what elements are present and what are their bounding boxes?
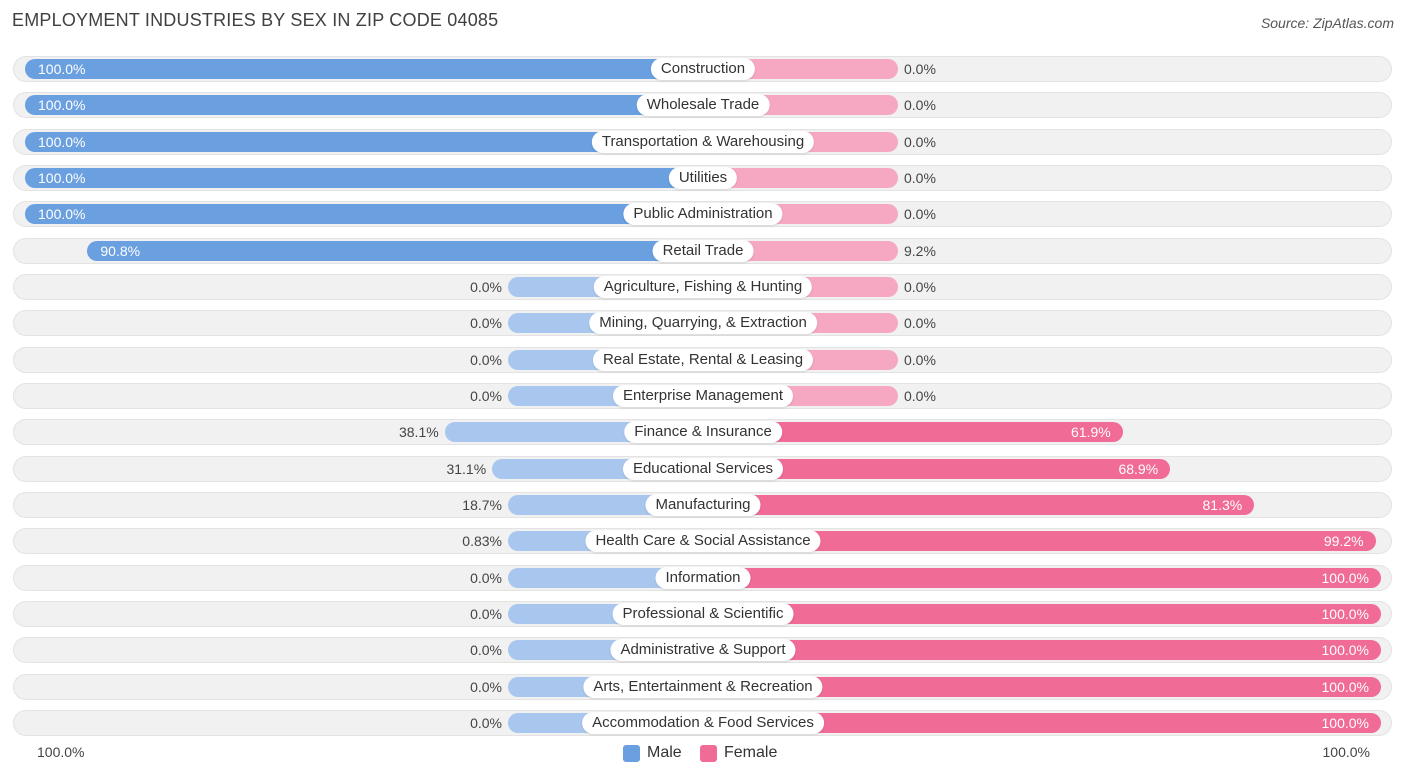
category-label-information: Information [655, 566, 751, 589]
category-label-administrative-support: Administrative & Support [610, 639, 796, 662]
value-label-male-professional-scientific: 0.0% [470, 605, 502, 622]
value-label-male-public-administration: 100.0% [38, 206, 86, 223]
category-label-transportation-warehousing: Transportation & Warehousing [591, 130, 815, 153]
value-label-female-mining-quarrying-extraction: 0.0% [904, 315, 936, 332]
bar-female-professional-scientific [703, 603, 1381, 624]
value-label-male-construction: 100.0% [38, 61, 86, 77]
value-label-female-construction: 0.0% [904, 61, 936, 77]
legend-swatch-male [623, 744, 640, 762]
legend-item-female: Female [700, 742, 777, 764]
value-label-male-finance-insurance: 38.1% [398, 424, 439, 441]
bar-female-finance-insurance [703, 422, 1123, 443]
value-label-male-transportation-warehousing: 100.0% [38, 133, 86, 150]
bar-male-information [508, 567, 703, 588]
category-label-professional-scientific: Professional & Scientific [612, 602, 794, 625]
category-label-retail-trade: Retail Trade [652, 239, 754, 262]
category-label-utilities: Utilities [668, 166, 738, 189]
bar-female-information [703, 567, 1381, 588]
value-label-male-information: 0.0% [470, 569, 502, 586]
category-label-real-estate-rental-leasing: Real Estate, Rental & Leasing [592, 348, 814, 371]
value-label-female-transportation-warehousing: 0.0% [904, 133, 936, 150]
value-label-male-wholesale-trade: 100.0% [38, 97, 86, 114]
legend: Male Female [0, 742, 1406, 764]
value-label-male-agriculture-fishing-hunting: 0.0% [470, 278, 502, 295]
bar-female-manufacturing [703, 494, 1255, 515]
legend-label-male: Male [647, 744, 682, 761]
category-label-mining-quarrying-extraction: Mining, Quarrying, & Extraction [589, 312, 817, 335]
value-label-male-mining-quarrying-extraction: 0.0% [470, 315, 502, 332]
value-label-female-professional-scientific: 100.0% [1321, 605, 1369, 622]
bar-male-utilities [25, 167, 703, 188]
value-label-male-arts-entertainment-recreation: 0.0% [470, 678, 502, 695]
value-label-male-enterprise-management: 0.0% [470, 387, 502, 404]
category-label-health-care-social-assistance: Health Care & Social Assistance [585, 530, 821, 553]
category-label-enterprise-management: Enterprise Management [612, 384, 794, 407]
value-label-male-health-care-social-assistance: 0.83% [462, 533, 502, 550]
value-label-male-retail-trade: 90.8% [100, 242, 141, 259]
chart-title: EMPLOYMENT INDUSTRIES BY SEX IN ZIP CODE… [12, 10, 499, 30]
category-label-arts-entertainment-recreation: Arts, Entertainment & Recreation [583, 675, 823, 698]
category-label-wholesale-trade: Wholesale Trade [636, 94, 770, 117]
legend-swatch-female [700, 744, 717, 762]
legend-item-male: Male [623, 742, 682, 764]
axis-right-label: 100.0% [1322, 744, 1370, 760]
value-label-male-accommodation-food-services: 0.0% [470, 714, 502, 731]
category-label-agriculture-fishing-hunting: Agriculture, Fishing & Hunting [593, 275, 813, 298]
axis-left-label: 100.0% [37, 744, 85, 760]
value-label-male-administrative-support: 0.0% [470, 642, 502, 659]
value-label-female-finance-insurance: 61.9% [1070, 424, 1111, 441]
bar-female-utilities [703, 167, 898, 188]
bar-female-administrative-support [703, 640, 1381, 661]
category-label-educational-services: Educational Services [622, 457, 784, 480]
value-label-female-accommodation-food-services: 100.0% [1321, 714, 1369, 731]
bar-male-public-administration [25, 204, 703, 225]
source-credit: Source: ZipAtlas.com [1260, 15, 1394, 31]
bar-female-arts-entertainment-recreation [703, 676, 1381, 697]
value-label-male-utilities: 100.0% [38, 169, 86, 186]
value-label-female-arts-entertainment-recreation: 100.0% [1321, 678, 1369, 695]
bar-female-health-care-social-assistance [703, 531, 1376, 552]
bar-female-educational-services [703, 458, 1171, 479]
category-label-public-administration: Public Administration [623, 203, 783, 226]
value-label-female-utilities: 0.0% [904, 169, 936, 186]
category-label-manufacturing: Manufacturing [645, 493, 761, 516]
value-label-female-enterprise-management: 0.0% [904, 387, 936, 404]
value-label-male-manufacturing: 18.7% [462, 496, 502, 513]
bar-male-transportation-warehousing [25, 131, 703, 152]
value-label-female-manufacturing: 81.3% [1202, 496, 1243, 513]
value-label-male-educational-services: 31.1% [446, 460, 487, 477]
value-label-male-real-estate-rental-leasing: 0.0% [470, 351, 502, 368]
category-label-construction: Construction [650, 58, 756, 80]
value-label-female-retail-trade: 9.2% [904, 242, 936, 259]
value-label-female-educational-services: 68.9% [1118, 460, 1159, 477]
bar-male-wholesale-trade [25, 95, 703, 116]
legend-label-female: Female [724, 744, 778, 761]
value-label-female-public-administration: 0.0% [904, 206, 936, 223]
value-label-female-agriculture-fishing-hunting: 0.0% [904, 278, 936, 295]
value-label-female-administrative-support: 100.0% [1321, 642, 1369, 659]
value-label-female-health-care-social-assistance: 99.2% [1323, 533, 1364, 550]
bar-male-construction [25, 59, 703, 79]
value-label-female-real-estate-rental-leasing: 0.0% [904, 351, 936, 368]
bar-female-accommodation-food-services [703, 712, 1381, 733]
value-label-female-wholesale-trade: 0.0% [904, 97, 936, 114]
value-label-female-information: 100.0% [1321, 569, 1369, 586]
category-label-finance-insurance: Finance & Insurance [624, 421, 782, 444]
bar-male-retail-trade [87, 240, 703, 261]
category-label-accommodation-food-services: Accommodation & Food Services [582, 711, 824, 734]
